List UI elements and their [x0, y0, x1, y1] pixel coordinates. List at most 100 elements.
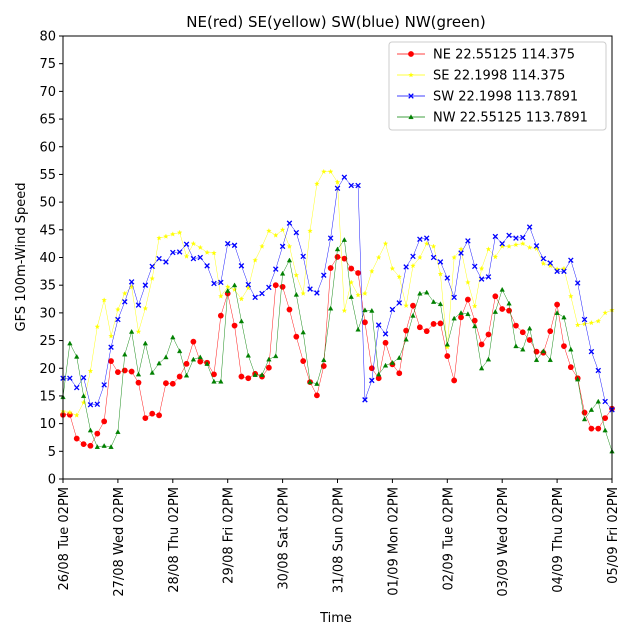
- data-point: [177, 348, 183, 354]
- legend-item: SW 22.1998 113.7891: [397, 90, 578, 105]
- data-point: [554, 310, 560, 315]
- data-point: [465, 279, 471, 285]
- data-point: [362, 290, 368, 296]
- data-point: [485, 331, 492, 338]
- data-point: [135, 371, 142, 377]
- data-point: [437, 271, 444, 277]
- data-point: [327, 168, 334, 174]
- y-tick-label: 40: [39, 251, 56, 266]
- data-point: [245, 281, 252, 288]
- legend-item: SE 22.1998 114.375: [397, 69, 565, 84]
- data-point: [142, 282, 149, 288]
- data-point: [252, 294, 258, 301]
- data-point: [135, 302, 142, 308]
- data-point: [362, 307, 368, 313]
- data-point: [485, 246, 492, 252]
- data-point: [238, 318, 245, 324]
- data-point: [73, 435, 80, 442]
- data-point: [410, 262, 416, 269]
- legend: NE 22.55125 114.375 SE 22.1998 114.375 SW …: [388, 41, 607, 131]
- data-point: [300, 253, 306, 260]
- data-point: [341, 174, 348, 180]
- data-point: [321, 168, 327, 174]
- data-point: [444, 341, 450, 347]
- data-point: [321, 357, 327, 362]
- data-point: [416, 324, 423, 331]
- data-point: [87, 402, 94, 408]
- data-point: [581, 316, 588, 323]
- data-point: [575, 376, 581, 382]
- data-point: [231, 286, 238, 292]
- data-point: [471, 263, 478, 270]
- data-point: [437, 301, 444, 307]
- x-tick-label: 31/08 Sun 02PM: [332, 487, 347, 593]
- data-point: [334, 246, 341, 252]
- y-tick-label: 10: [39, 417, 56, 432]
- data-point: [163, 259, 169, 265]
- x-tick-label: 04/09 Thu 02PM: [551, 487, 566, 593]
- data-point: [430, 299, 437, 304]
- data-point: [73, 384, 80, 391]
- data-point: [581, 321, 588, 327]
- data-point: [190, 240, 197, 246]
- data-point: [307, 228, 313, 234]
- legend-marker: [408, 114, 414, 120]
- data-point: [355, 270, 361, 276]
- data-point: [307, 286, 313, 292]
- data-point: [286, 257, 293, 263]
- data-point: [526, 224, 533, 230]
- legend-marker: [408, 93, 414, 99]
- data-point: [547, 357, 553, 362]
- data-point: [74, 412, 80, 418]
- data-point: [321, 272, 327, 278]
- data-point: [101, 382, 107, 388]
- legend-marker: [408, 51, 414, 57]
- data-point: [197, 244, 203, 250]
- series-2: [60, 174, 615, 413]
- data-point: [327, 305, 334, 311]
- data-point: [101, 297, 107, 303]
- data-point: [272, 282, 279, 289]
- y-axis: 0 5 10 15 20 25 30 35 40 45 50 55 60 65 70 75 80: [39, 30, 63, 488]
- data-point: [80, 393, 87, 398]
- data-point: [540, 255, 547, 262]
- data-point: [314, 181, 320, 187]
- data-point: [87, 442, 94, 449]
- data-point: [588, 425, 595, 432]
- data-point: [176, 373, 183, 380]
- data-point: [499, 240, 505, 247]
- data-point: [135, 379, 142, 386]
- data-point: [362, 319, 368, 326]
- data-point: [513, 322, 519, 329]
- data-point: [266, 356, 272, 362]
- data-point: [437, 320, 444, 327]
- data-point: [492, 293, 499, 300]
- data-point: [478, 265, 485, 271]
- data-point: [403, 302, 409, 308]
- data-point: [128, 328, 135, 334]
- data-point: [595, 425, 602, 432]
- data-point: [265, 364, 272, 371]
- data-point: [279, 226, 286, 233]
- data-point: [156, 360, 162, 366]
- data-point: [417, 254, 423, 260]
- data-point: [273, 353, 279, 359]
- data-point: [245, 352, 251, 358]
- data-point: [506, 232, 512, 239]
- data-point: [300, 290, 306, 296]
- data-point: [430, 254, 437, 261]
- data-point: [382, 240, 389, 246]
- data-point: [547, 328, 554, 335]
- y-tick-label: 30: [39, 306, 56, 321]
- data-point: [204, 361, 210, 366]
- data-point: [142, 415, 149, 421]
- data-point: [197, 254, 204, 261]
- x-tick-label: 02/09 Tue 02PM: [441, 487, 456, 591]
- data-point: [574, 322, 581, 328]
- data-point: [204, 249, 210, 255]
- data-point: [108, 344, 114, 350]
- data-point: [506, 307, 512, 314]
- data-point: [492, 309, 498, 314]
- data-point: [245, 375, 252, 382]
- x-tick-label: 26/08 Tue 02PM: [57, 487, 72, 591]
